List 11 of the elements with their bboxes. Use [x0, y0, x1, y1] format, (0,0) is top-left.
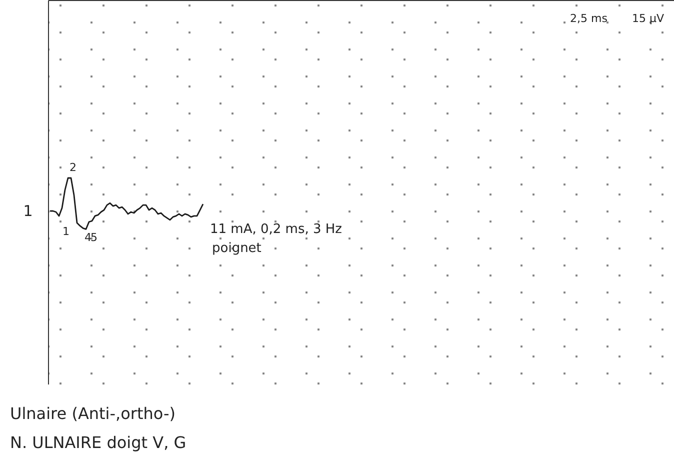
text: 2,5 ms: [570, 12, 608, 25]
text: 1: [23, 202, 33, 220]
text: 15 µV: [632, 12, 664, 25]
text: 2: [70, 161, 76, 174]
text: 11 mA, 0,2 ms, 3 Hz: [210, 222, 342, 237]
text: poignet: [212, 241, 262, 256]
text: N. ULNAIRE doigt V, G: [10, 433, 186, 452]
text: 5: [90, 231, 98, 244]
text: 4: [84, 231, 92, 244]
text: Ulnaire (Anti-,ortho-): [10, 404, 176, 423]
series-label: 1: [62, 225, 70, 238]
